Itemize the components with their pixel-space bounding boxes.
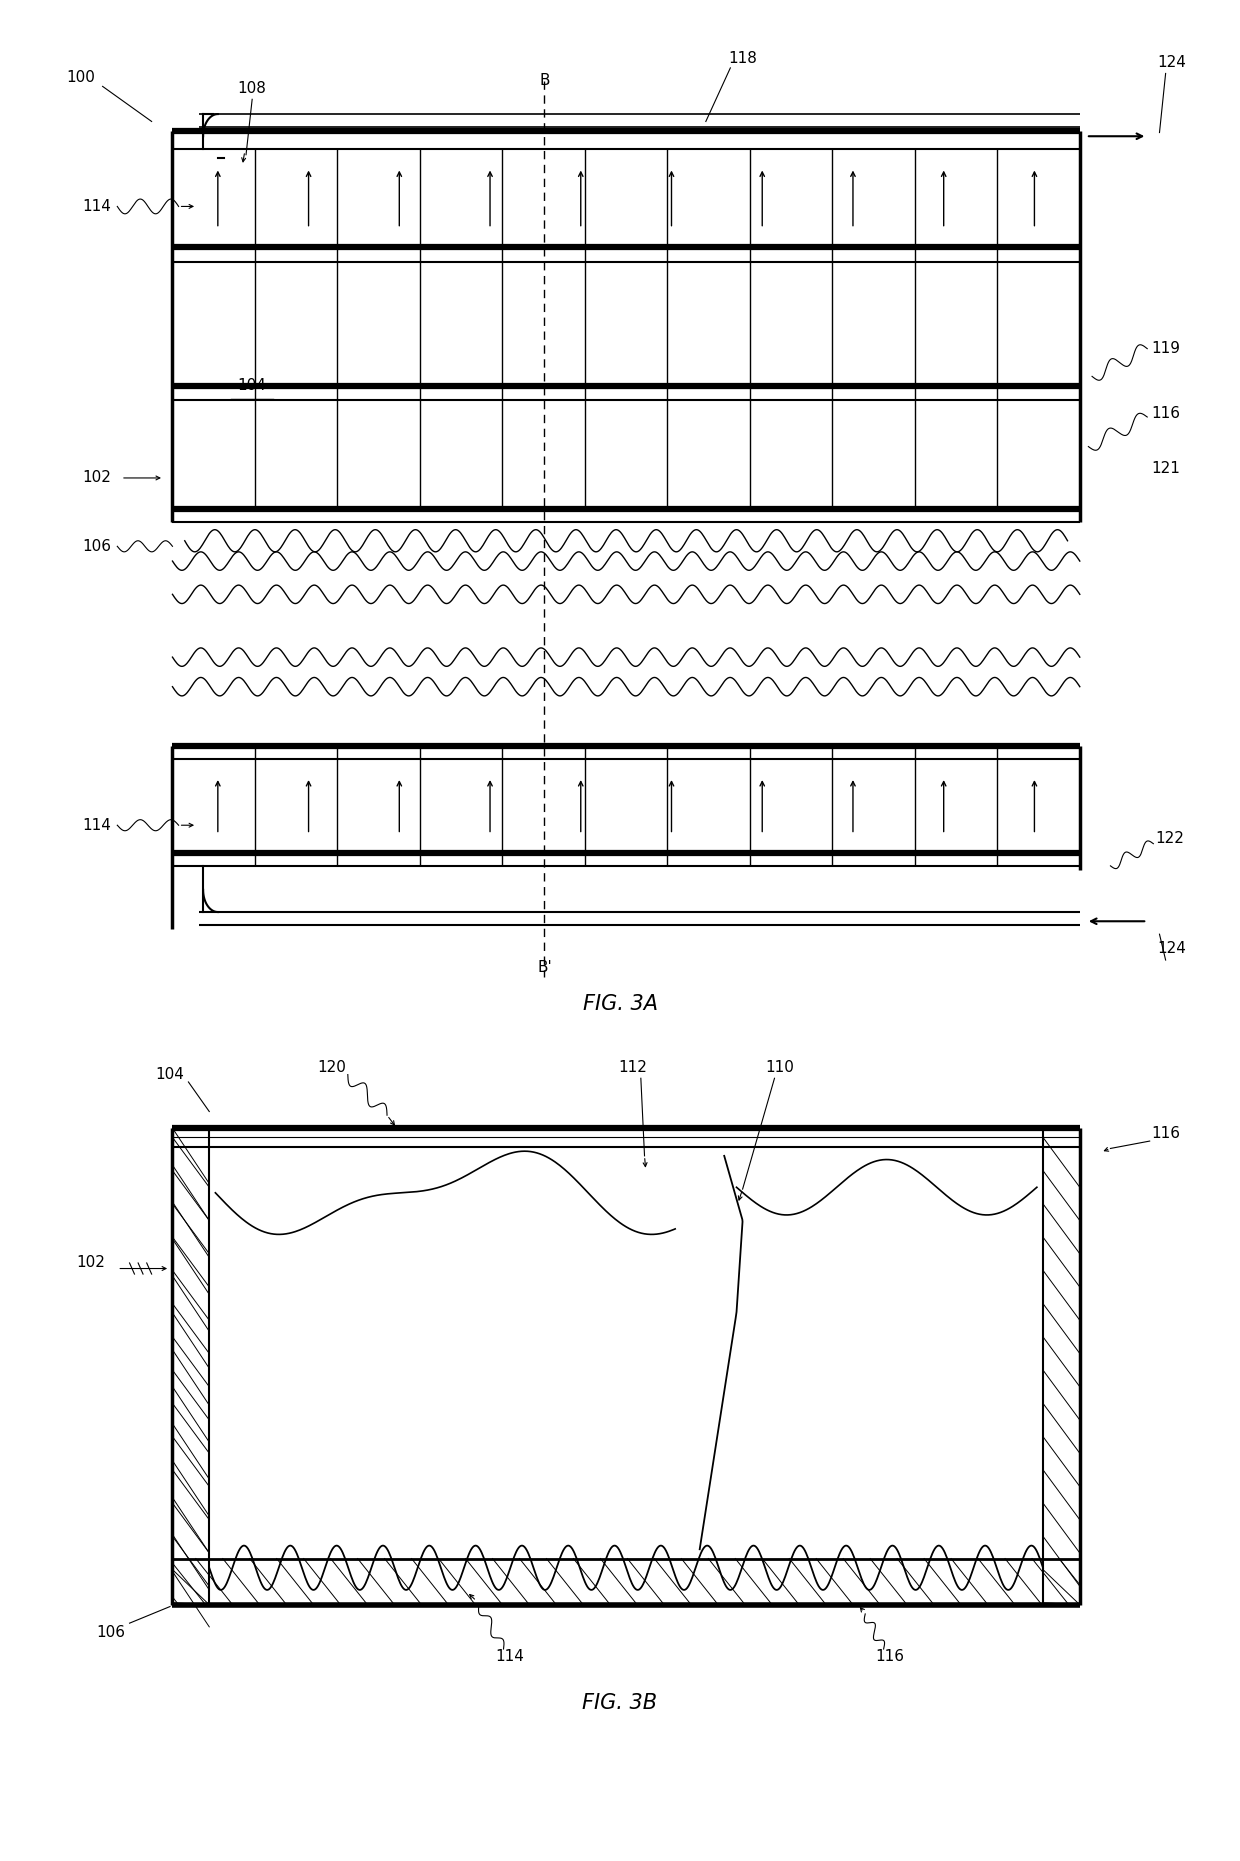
Text: 108: 108 xyxy=(238,80,267,95)
Text: 119: 119 xyxy=(1151,341,1180,355)
Text: 116: 116 xyxy=(1151,406,1180,421)
Text: 112: 112 xyxy=(618,1059,647,1074)
Text: 102: 102 xyxy=(82,471,110,486)
Text: 106: 106 xyxy=(97,1625,125,1640)
Text: B: B xyxy=(539,73,549,87)
Text: 116: 116 xyxy=(1151,1126,1180,1141)
Text: 116: 116 xyxy=(875,1649,904,1664)
Text: 110: 110 xyxy=(765,1059,794,1074)
Text: FIG. 3B: FIG. 3B xyxy=(583,1694,657,1712)
Text: B': B' xyxy=(537,960,552,975)
Text: 122: 122 xyxy=(1154,830,1184,845)
Text: 120: 120 xyxy=(317,1059,346,1074)
Text: 102: 102 xyxy=(76,1256,104,1271)
Text: 104: 104 xyxy=(155,1066,185,1081)
Text: 124: 124 xyxy=(1157,942,1187,957)
Text: 100: 100 xyxy=(66,69,95,84)
Text: 118: 118 xyxy=(728,50,758,67)
Text: 106: 106 xyxy=(82,540,110,555)
Text: 121: 121 xyxy=(1151,462,1180,476)
Text: FIG. 3A: FIG. 3A xyxy=(583,994,657,1014)
Text: 114: 114 xyxy=(495,1649,525,1664)
Text: 124: 124 xyxy=(1157,54,1187,71)
Text: 104: 104 xyxy=(238,378,267,393)
Text: 114: 114 xyxy=(82,817,110,832)
Text: 114: 114 xyxy=(82,199,110,214)
